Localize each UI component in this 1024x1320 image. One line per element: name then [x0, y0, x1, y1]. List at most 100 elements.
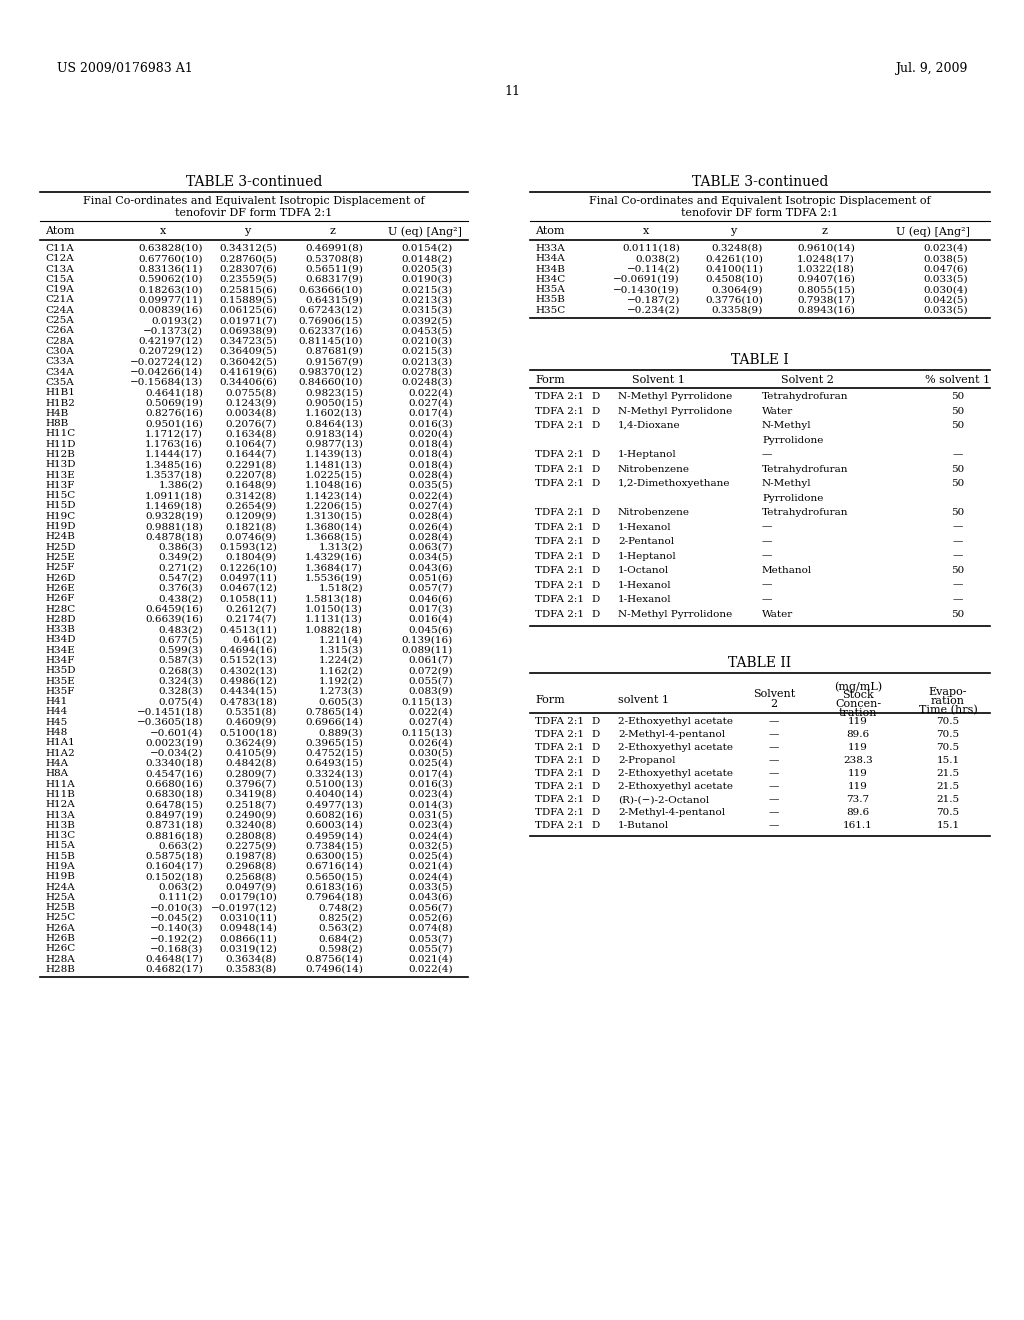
Text: 0.0319(12): 0.0319(12): [219, 944, 278, 953]
Text: H24B: H24B: [45, 532, 75, 541]
Text: 0.026(4): 0.026(4): [409, 738, 453, 747]
Text: 1-Octanol: 1-Octanol: [618, 566, 670, 576]
Text: 0.8816(18): 0.8816(18): [145, 832, 203, 840]
Text: 0.98370(12): 0.98370(12): [299, 367, 362, 376]
Text: C28A: C28A: [45, 337, 74, 346]
Text: 1.2206(15): 1.2206(15): [305, 502, 362, 511]
Text: TDFA 2:1: TDFA 2:1: [535, 756, 584, 766]
Text: H24A: H24A: [45, 883, 75, 891]
Text: 0.889(3): 0.889(3): [318, 729, 362, 737]
Text: D: D: [592, 610, 600, 619]
Text: Time (hrs): Time (hrs): [919, 705, 977, 715]
Text: % solvent 1: % solvent 1: [926, 375, 990, 385]
Text: 0.461(2): 0.461(2): [232, 635, 278, 644]
Text: 0.56511(9): 0.56511(9): [305, 264, 362, 273]
Text: 0.111(2): 0.111(2): [159, 892, 203, 902]
Text: 2: 2: [770, 700, 777, 709]
Text: 1.1469(18): 1.1469(18): [145, 502, 203, 511]
Text: 0.67243(12): 0.67243(12): [299, 306, 362, 314]
Text: 0.5650(15): 0.5650(15): [305, 873, 362, 882]
Text: 0.46991(8): 0.46991(8): [305, 244, 362, 253]
Text: 0.0148(2): 0.0148(2): [401, 255, 453, 263]
Text: −0.034(2): −0.034(2): [150, 748, 203, 758]
Text: tenofovir DF form TDFA 2:1: tenofovir DF form TDFA 2:1: [681, 209, 839, 218]
Text: 0.36409(5): 0.36409(5): [219, 347, 278, 356]
Text: C19A: C19A: [45, 285, 74, 294]
Text: 50: 50: [951, 392, 965, 401]
Text: −0.04266(14): −0.04266(14): [130, 367, 203, 376]
Text: 0.8497(19): 0.8497(19): [145, 810, 203, 820]
Text: —: —: [769, 808, 779, 817]
Text: TDFA 2:1: TDFA 2:1: [535, 595, 584, 605]
Text: 0.4641(18): 0.4641(18): [145, 388, 203, 397]
Text: 0.9610(14): 0.9610(14): [797, 244, 855, 253]
Text: —: —: [762, 581, 772, 590]
Text: 0.2275(9): 0.2275(9): [225, 841, 278, 850]
Text: TDFA 2:1: TDFA 2:1: [535, 717, 584, 726]
Text: 0.7865(14): 0.7865(14): [305, 708, 362, 717]
Text: 0.3340(18): 0.3340(18): [145, 759, 203, 768]
Text: H25D: H25D: [45, 543, 76, 552]
Text: 0.1226(10): 0.1226(10): [219, 564, 278, 573]
Text: z: z: [330, 226, 336, 236]
Text: 50: 50: [951, 407, 965, 416]
Text: TDFA 2:1: TDFA 2:1: [535, 508, 584, 517]
Text: H19B: H19B: [45, 873, 75, 882]
Text: 1.1131(13): 1.1131(13): [305, 615, 362, 624]
Text: Atom: Atom: [535, 226, 564, 236]
Text: H19A: H19A: [45, 862, 75, 871]
Text: —: —: [952, 552, 964, 561]
Text: 0.677(5): 0.677(5): [159, 635, 203, 644]
Text: Final Co-ordinates and Equivalent Isotropic Displacement of: Final Co-ordinates and Equivalent Isotro…: [589, 195, 931, 206]
Text: D: D: [592, 756, 600, 766]
Text: Pyrrolidone: Pyrrolidone: [762, 436, 823, 445]
Text: H25C: H25C: [45, 913, 75, 923]
Text: H13B: H13B: [45, 821, 75, 830]
Text: 1.313(2): 1.313(2): [318, 543, 362, 552]
Text: TABLE II: TABLE II: [728, 656, 792, 671]
Text: Solvent: Solvent: [753, 689, 795, 700]
Text: C25A: C25A: [45, 315, 74, 325]
Text: U (eq) [Ang²]: U (eq) [Ang²]: [388, 226, 462, 236]
Text: 0.2568(8): 0.2568(8): [225, 873, 278, 882]
Text: 0.587(3): 0.587(3): [159, 656, 203, 665]
Text: 0.022(4): 0.022(4): [409, 965, 453, 974]
Text: H25F: H25F: [45, 564, 75, 573]
Text: 0.09977(11): 0.09977(11): [138, 296, 203, 305]
Text: 0.81145(10): 0.81145(10): [299, 337, 362, 346]
Text: H1A2: H1A2: [45, 748, 75, 758]
Text: solvent 1: solvent 1: [618, 696, 669, 705]
Text: 0.3419(8): 0.3419(8): [225, 789, 278, 799]
Text: 0.4878(18): 0.4878(18): [145, 532, 203, 541]
Text: 0.016(3): 0.016(3): [409, 420, 453, 428]
Text: 70.5: 70.5: [936, 717, 959, 726]
Text: 0.53708(8): 0.53708(8): [305, 255, 362, 263]
Text: −0.187(2): −0.187(2): [627, 296, 680, 305]
Text: 0.9050(15): 0.9050(15): [305, 399, 362, 408]
Text: 0.1058(11): 0.1058(11): [219, 594, 278, 603]
Text: Evapo-: Evapo-: [929, 688, 968, 697]
Text: 0.18263(10): 0.18263(10): [138, 285, 203, 294]
Text: 0.62337(16): 0.62337(16): [299, 326, 362, 335]
Text: H44: H44: [45, 708, 68, 717]
Text: 0.7964(18): 0.7964(18): [305, 892, 362, 902]
Text: 119: 119: [848, 717, 868, 726]
Text: Jul. 9, 2009: Jul. 9, 2009: [895, 62, 967, 75]
Text: 0.0467(12): 0.0467(12): [219, 583, 278, 593]
Text: −0.15684(13): −0.15684(13): [130, 378, 203, 387]
Text: 0.0746(9): 0.0746(9): [225, 532, 278, 541]
Text: 50: 50: [951, 566, 965, 576]
Text: H4A: H4A: [45, 759, 69, 768]
Text: 0.2076(7): 0.2076(7): [225, 420, 278, 428]
Text: H26B: H26B: [45, 935, 75, 942]
Text: x: x: [643, 226, 649, 236]
Text: 0.0315(3): 0.0315(3): [401, 306, 453, 314]
Text: ration: ration: [931, 696, 965, 706]
Text: 0.057(7): 0.057(7): [409, 583, 453, 593]
Text: 0.3624(9): 0.3624(9): [225, 738, 278, 747]
Text: H15D: H15D: [45, 502, 76, 511]
Text: C21A: C21A: [45, 296, 74, 305]
Text: —: —: [769, 756, 779, 766]
Text: H13D: H13D: [45, 461, 76, 470]
Text: H12A: H12A: [45, 800, 75, 809]
